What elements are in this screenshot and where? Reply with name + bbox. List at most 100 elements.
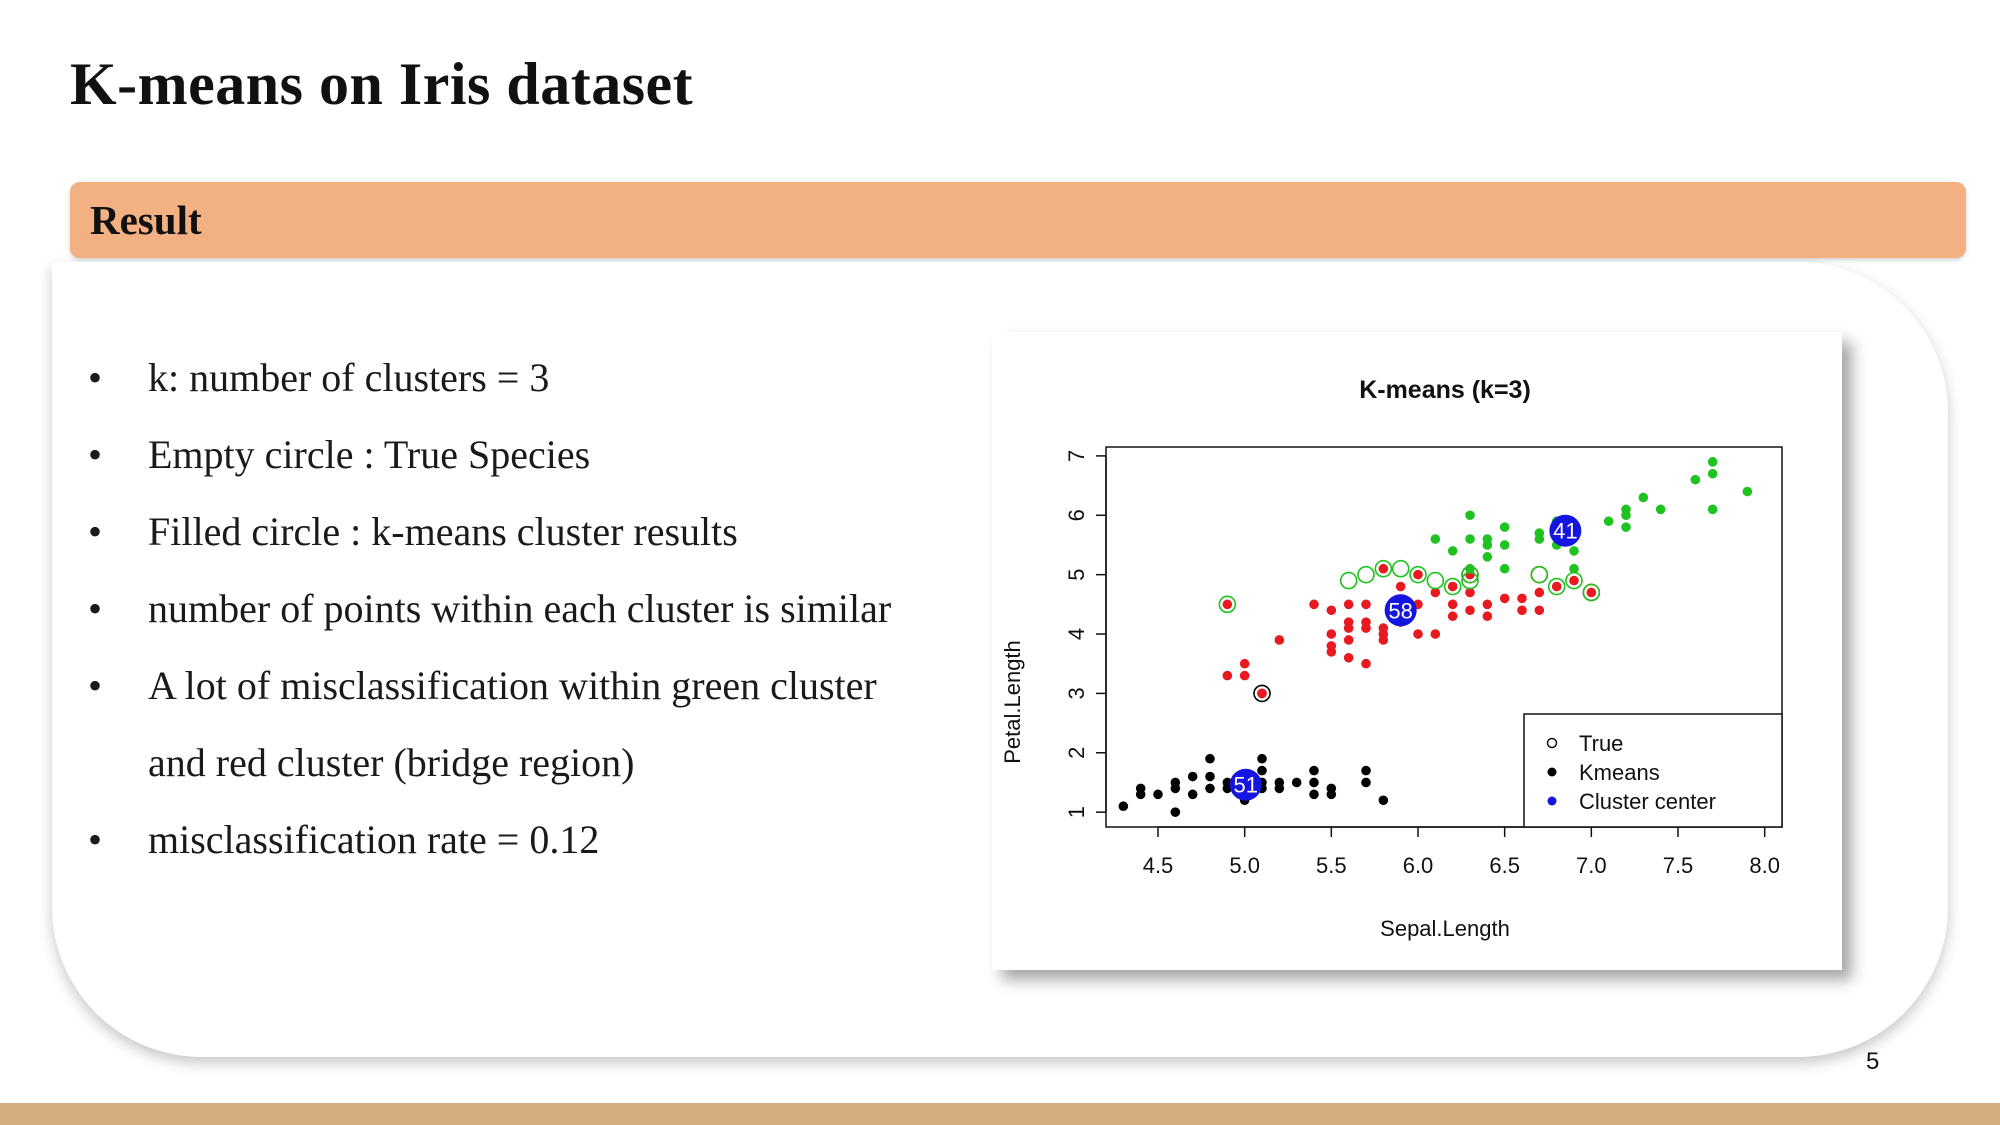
- x-tick-label: 6.0: [1403, 853, 1434, 878]
- x-tick-label: 4.5: [1143, 853, 1174, 878]
- cluster-center-label: 58: [1388, 598, 1412, 623]
- true-species-circle: [1409, 565, 1427, 584]
- y-axis-label: Petal.Length: [1000, 640, 1025, 764]
- y-tick-label: 2: [1064, 747, 1089, 759]
- kmeans-point: [1239, 658, 1250, 669]
- true-species-circle: [1374, 559, 1393, 578]
- true-species-circle: [1218, 595, 1237, 614]
- true-species-circle: [1357, 565, 1375, 584]
- kmeans-point: [1378, 623, 1389, 633]
- kmeans-point: [1465, 534, 1475, 544]
- true-species-circle: [1565, 571, 1583, 590]
- kmeans-point: [1205, 771, 1215, 782]
- legend-box: [1523, 713, 1783, 828]
- cluster-center-marker: [1549, 514, 1582, 547]
- legend-label-true: True: [1579, 731, 1623, 756]
- kmeans-point: [1586, 587, 1597, 598]
- kmeans-point: [1205, 783, 1215, 794]
- kmeans-point: [1309, 765, 1319, 776]
- kmeans-point: [1187, 789, 1198, 800]
- kmeans-point: [1361, 777, 1371, 788]
- kmeans-point: [1326, 605, 1337, 616]
- kmeans-point: [1447, 611, 1458, 622]
- kmeans-point: [1465, 605, 1475, 616]
- cluster-centers: 51 58 41: [1229, 514, 1582, 801]
- chart-card: K-means (k=3) Sepal.Length Petal.Length …: [992, 332, 1842, 970]
- kmeans-point: [1343, 599, 1354, 610]
- kmeans-point: [1135, 783, 1146, 794]
- kmeans-point: [1361, 617, 1371, 627]
- x-tick-label: 8.0: [1749, 853, 1780, 878]
- section-label: Result: [90, 197, 202, 243]
- kmeans-point: [1309, 789, 1319, 800]
- x-tick-label: 5.5: [1316, 853, 1347, 878]
- kmeans-point: [1447, 546, 1458, 556]
- x-axis-label: Sepal.Length: [1380, 916, 1510, 941]
- kmeans-point: [1326, 629, 1337, 639]
- kmeans-point: [1395, 581, 1406, 592]
- page-number: 5: [1866, 1048, 1880, 1075]
- true-species-circle: [1530, 565, 1549, 584]
- kmeans-point: [1239, 670, 1250, 681]
- kmeans-point: [1517, 593, 1527, 604]
- data-points: [1118, 457, 1753, 817]
- true-species-circle: [1253, 684, 1271, 703]
- chart-title: K-means (k=3): [1359, 376, 1531, 404]
- x-tick-label: 7.0: [1576, 853, 1607, 878]
- kmeans-point: [1707, 504, 1718, 515]
- kmeans-point: [1499, 522, 1510, 532]
- legend-marker-true: [1546, 737, 1558, 749]
- kmeans-point: [1309, 599, 1319, 610]
- bullet-item: misclassification rate = 0.12: [88, 814, 968, 866]
- kmeans-point: [1742, 486, 1753, 497]
- kmeans-point: [1378, 795, 1389, 806]
- bullet-text: Empty circle : True Species: [148, 432, 591, 477]
- kmeans-point: [1569, 546, 1579, 556]
- true-species-circle: [1461, 565, 1479, 584]
- kmeans-point: [1534, 605, 1545, 616]
- bullet-item: k: number of clusters = 3: [88, 352, 968, 404]
- x-tick-label: 5.0: [1229, 853, 1260, 878]
- true-species-circle: [1443, 577, 1462, 596]
- kmeans-point: [1274, 635, 1285, 645]
- y-tick-label: 3: [1064, 687, 1089, 699]
- kmeans-point: [1205, 753, 1215, 764]
- legend-label-center: Cluster center: [1579, 789, 1716, 814]
- footer-bar: [0, 1103, 2000, 1125]
- slide-title: K-means on Iris dataset: [70, 51, 694, 117]
- kmeans-point: [1361, 765, 1371, 776]
- kmeans-point: [1638, 492, 1649, 503]
- kmeans-point: [1378, 563, 1389, 574]
- true-species-circle: [1339, 571, 1358, 590]
- kmeans-point: [1707, 468, 1718, 479]
- legend-label-kmeans: Kmeans: [1579, 760, 1660, 785]
- kmeans-point: [1499, 563, 1510, 574]
- kmeans-point: [1499, 593, 1510, 604]
- kmeans-point: [1603, 516, 1614, 527]
- kmeans-point: [1430, 534, 1441, 544]
- kmeans-point: [1222, 670, 1233, 681]
- kmeans-point: [1413, 629, 1423, 639]
- bullet-list: k: number of clusters = 3 Empty circle :…: [88, 352, 968, 891]
- bullet-item: number of points within each cluster is …: [88, 583, 968, 635]
- kmeans-point: [1690, 474, 1701, 485]
- bullet-item: Empty circle : True Species: [88, 429, 968, 481]
- kmeans-point: [1413, 569, 1423, 580]
- kmeans-point: [1274, 777, 1285, 788]
- bullet-text: Filled circle : k-means cluster results: [148, 509, 738, 554]
- kmeans-point: [1621, 522, 1631, 532]
- legend-marker-center: [1547, 796, 1557, 806]
- kmeans-point: [1187, 771, 1198, 782]
- section-header-bar: Result: [70, 182, 1966, 258]
- kmeans-point: [1361, 658, 1371, 669]
- cluster-center-label: 41: [1553, 519, 1577, 544]
- kmeans-point: [1534, 587, 1545, 598]
- kmeans-point: [1118, 801, 1129, 812]
- legend-marker-kmeans: [1547, 767, 1557, 777]
- chart-legend: True Kmeans Cluster center: [1523, 713, 1783, 828]
- kmeans-point: [1430, 629, 1441, 639]
- kmeans-point: [1551, 581, 1562, 592]
- bullet-item: A lot of misclassification within green …: [88, 660, 968, 789]
- true-species-circle: [1426, 571, 1445, 590]
- cluster-center-marker: [1229, 768, 1262, 801]
